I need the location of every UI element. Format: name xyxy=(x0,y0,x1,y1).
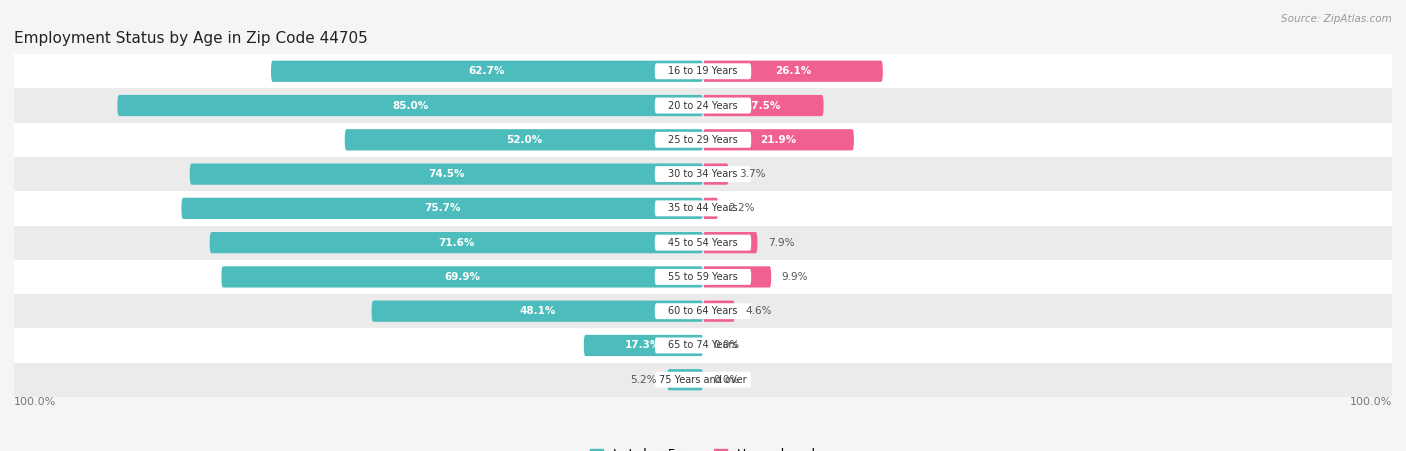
Text: 69.9%: 69.9% xyxy=(444,272,481,282)
Text: 71.6%: 71.6% xyxy=(439,238,475,248)
Text: 30 to 34 Years: 30 to 34 Years xyxy=(668,169,738,179)
Bar xyxy=(14,157,1392,191)
Bar xyxy=(14,191,1392,226)
FancyBboxPatch shape xyxy=(703,300,735,322)
FancyBboxPatch shape xyxy=(117,95,703,116)
FancyBboxPatch shape xyxy=(703,95,824,116)
FancyBboxPatch shape xyxy=(583,335,703,356)
Text: 5.2%: 5.2% xyxy=(630,375,657,385)
FancyBboxPatch shape xyxy=(181,198,703,219)
Text: Employment Status by Age in Zip Code 44705: Employment Status by Age in Zip Code 447… xyxy=(14,31,368,46)
Text: 100.0%: 100.0% xyxy=(1350,397,1392,407)
Text: 16 to 19 Years: 16 to 19 Years xyxy=(668,66,738,76)
FancyBboxPatch shape xyxy=(221,266,703,288)
FancyBboxPatch shape xyxy=(209,232,703,253)
FancyBboxPatch shape xyxy=(655,97,751,114)
Text: 75.7%: 75.7% xyxy=(425,203,461,213)
Text: 17.3%: 17.3% xyxy=(626,341,662,350)
Text: 4.6%: 4.6% xyxy=(745,306,772,316)
Text: 20 to 24 Years: 20 to 24 Years xyxy=(668,101,738,110)
FancyBboxPatch shape xyxy=(271,60,703,82)
FancyBboxPatch shape xyxy=(668,369,703,391)
FancyBboxPatch shape xyxy=(655,63,751,79)
FancyBboxPatch shape xyxy=(655,372,751,388)
Text: 55 to 59 Years: 55 to 59 Years xyxy=(668,272,738,282)
Text: 3.7%: 3.7% xyxy=(738,169,765,179)
Bar xyxy=(14,363,1392,397)
Text: 21.9%: 21.9% xyxy=(761,135,797,145)
FancyBboxPatch shape xyxy=(655,200,751,216)
Text: 26.1%: 26.1% xyxy=(775,66,811,76)
Bar xyxy=(14,294,1392,328)
FancyBboxPatch shape xyxy=(703,198,718,219)
Text: 25 to 29 Years: 25 to 29 Years xyxy=(668,135,738,145)
FancyBboxPatch shape xyxy=(703,232,758,253)
Text: 52.0%: 52.0% xyxy=(506,135,541,145)
Legend: In Labor Force, Unemployed: In Labor Force, Unemployed xyxy=(585,443,821,451)
FancyBboxPatch shape xyxy=(371,300,703,322)
FancyBboxPatch shape xyxy=(655,166,751,182)
Text: 17.5%: 17.5% xyxy=(745,101,782,110)
Bar xyxy=(14,226,1392,260)
FancyBboxPatch shape xyxy=(703,163,728,185)
FancyBboxPatch shape xyxy=(655,235,751,251)
Text: 60 to 64 Years: 60 to 64 Years xyxy=(668,306,738,316)
Text: 74.5%: 74.5% xyxy=(427,169,464,179)
FancyBboxPatch shape xyxy=(655,337,751,354)
Text: Source: ZipAtlas.com: Source: ZipAtlas.com xyxy=(1281,14,1392,23)
Text: 0.0%: 0.0% xyxy=(713,375,740,385)
Text: 35 to 44 Years: 35 to 44 Years xyxy=(668,203,738,213)
Text: 75 Years and over: 75 Years and over xyxy=(659,375,747,385)
FancyBboxPatch shape xyxy=(703,266,772,288)
Text: 65 to 74 Years: 65 to 74 Years xyxy=(668,341,738,350)
Text: 45 to 54 Years: 45 to 54 Years xyxy=(668,238,738,248)
Bar xyxy=(14,260,1392,294)
Text: 62.7%: 62.7% xyxy=(468,66,505,76)
FancyBboxPatch shape xyxy=(655,303,751,319)
Text: 7.9%: 7.9% xyxy=(768,238,794,248)
Bar xyxy=(14,328,1392,363)
FancyBboxPatch shape xyxy=(655,269,751,285)
Text: 2.2%: 2.2% xyxy=(728,203,755,213)
Text: 0.0%: 0.0% xyxy=(713,341,740,350)
Text: 85.0%: 85.0% xyxy=(392,101,429,110)
Text: 9.9%: 9.9% xyxy=(782,272,808,282)
FancyBboxPatch shape xyxy=(655,132,751,148)
Bar xyxy=(14,123,1392,157)
Bar xyxy=(14,88,1392,123)
Bar xyxy=(14,54,1392,88)
FancyBboxPatch shape xyxy=(703,60,883,82)
FancyBboxPatch shape xyxy=(344,129,703,151)
FancyBboxPatch shape xyxy=(703,129,853,151)
FancyBboxPatch shape xyxy=(190,163,703,185)
Text: 100.0%: 100.0% xyxy=(14,397,56,407)
Text: 48.1%: 48.1% xyxy=(519,306,555,316)
